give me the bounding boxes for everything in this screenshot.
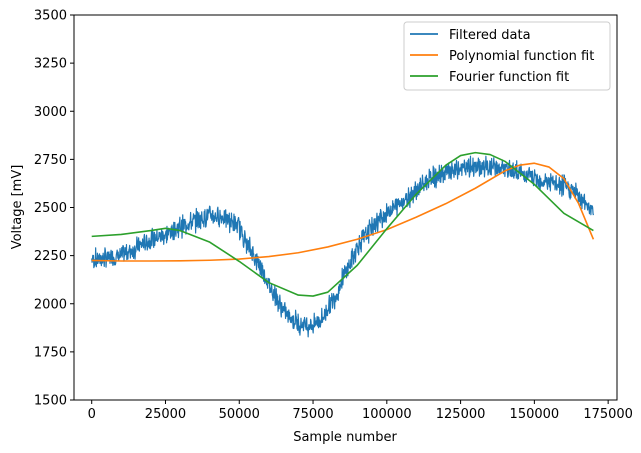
y-tick-label: 3000 [34, 105, 67, 120]
y-axis-label: Voltage [mV] [10, 165, 25, 250]
x-tick-label: 100000 [362, 407, 412, 422]
x-tick-label: 50000 [219, 407, 260, 422]
x-axis: 0 25000 50000 75000 100000 125000 150000 175000 [88, 400, 633, 422]
x-tick-label: 125000 [436, 407, 486, 422]
y-tick-label: 1750 [34, 345, 67, 360]
legend-label-filtered: Filtered data [449, 28, 531, 43]
legend-label-polynomial: Polynomial function fit [449, 49, 594, 64]
y-tick-label: 3500 [34, 9, 67, 24]
x-tick-label: 175000 [583, 407, 633, 422]
y-tick-label: 2500 [34, 201, 67, 216]
y-tick-label: 2000 [34, 297, 67, 312]
legend: Filtered data Polynomial function fit Fo… [403, 21, 611, 91]
legend-label-fourier: Fourier function fit [449, 70, 569, 85]
y-tick-label: 3250 [34, 57, 67, 72]
legend-box [403, 21, 611, 91]
x-tick-label: 75000 [292, 407, 333, 422]
series-layer [91, 151, 595, 338]
y-tick-label: 1500 [34, 394, 67, 409]
series-line-0 [91, 155, 594, 338]
x-tick-label: 0 [88, 407, 96, 422]
y-tick-label: 2750 [34, 153, 67, 168]
series-line-2 [91, 151, 594, 297]
y-axis: 1500 1750 2000 2250 2500 2750 3000 3250 3500 [34, 9, 74, 409]
x-tick-label: 25000 [145, 407, 186, 422]
y-tick-label: 2250 [34, 249, 67, 264]
x-axis-label: Sample number [293, 430, 397, 445]
x-tick-label: 150000 [510, 407, 560, 422]
